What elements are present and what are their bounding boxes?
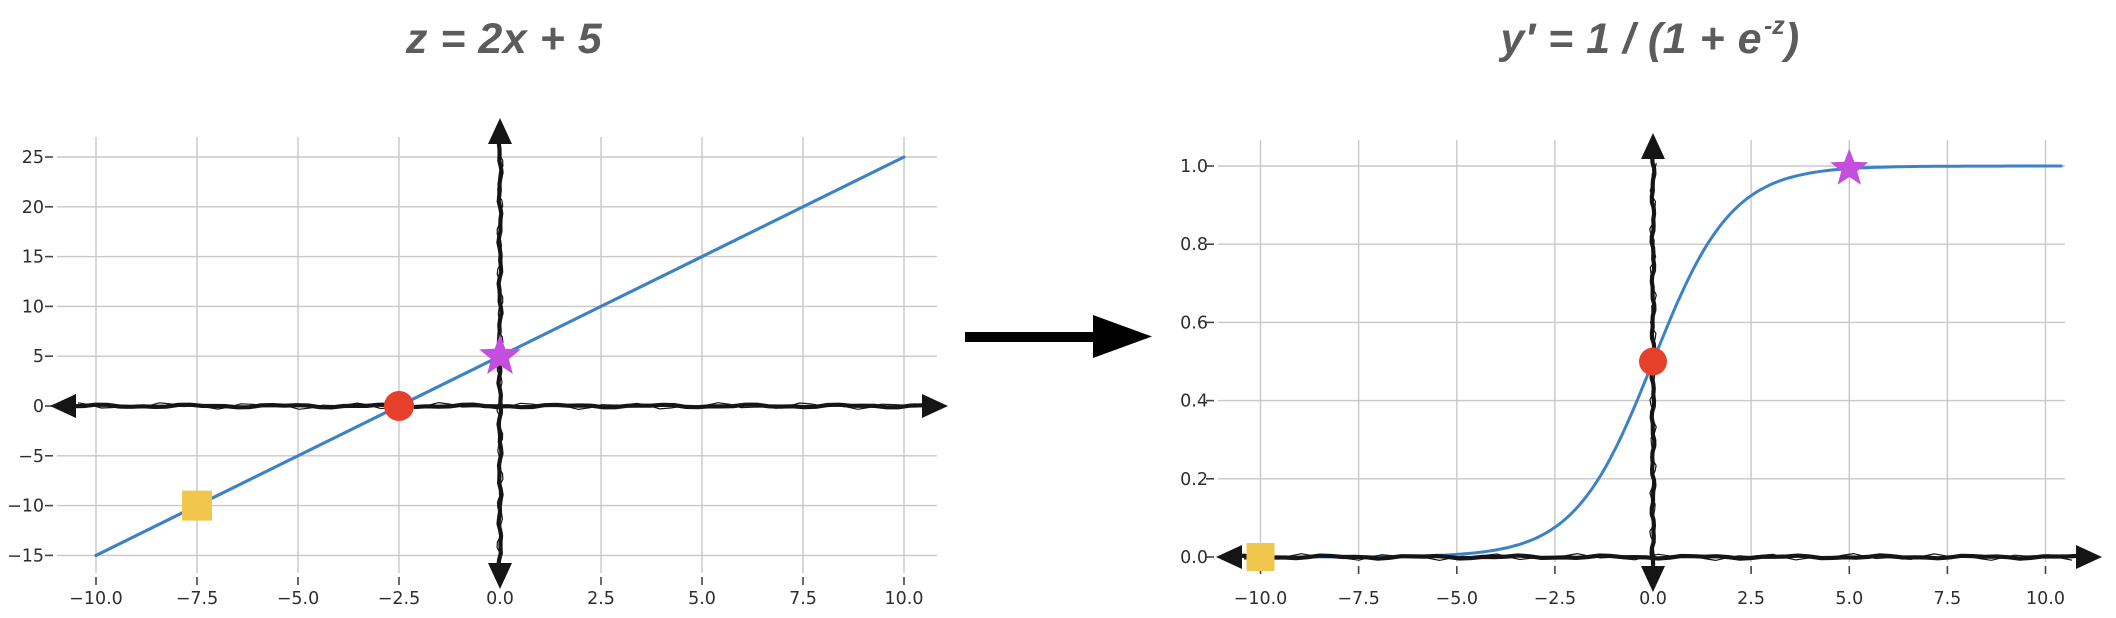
- svg-text:0.0: 0.0: [1180, 548, 1208, 568]
- svg-text:−7.5: −7.5: [176, 589, 219, 609]
- sigmoid-title-text: y′ = 1 / (1 + e: [1500, 15, 1762, 63]
- gridlines: [1218, 140, 2065, 562]
- tick-marks: [1206, 165, 2047, 574]
- svg-text:7.5: 7.5: [1933, 589, 1961, 609]
- y-axis-top-arrowhead: [1641, 133, 1665, 159]
- data-point-markers: [1246, 148, 1869, 571]
- sigmoid-chart-title: y′ = 1 / (1 + e-z): [1184, 12, 2116, 64]
- svg-text:10.0: 10.0: [2026, 589, 2065, 609]
- svg-text:20: 20: [22, 198, 44, 218]
- x-tick-labels: −10.0 −7.5 −5.0 −2.5 0.0 2.5 5.0 7.5 10.0: [69, 589, 923, 609]
- x-axis-right-arrowhead: [2076, 545, 2102, 569]
- svg-text:2.5: 2.5: [1737, 589, 1765, 609]
- y-axis-bottom-arrowhead: [488, 563, 512, 589]
- svg-text:0.6: 0.6: [1180, 313, 1208, 333]
- x-tick-labels: −10.0 −7.5 −5.0 −2.5 0.0 2.5 5.0 7.5 10.0: [1234, 589, 2065, 609]
- linear-title-text: z = 2x + 5: [405, 15, 603, 63]
- sigmoid-title-superscript: -z: [1763, 12, 1785, 40]
- svg-text:−10.0: −10.0: [69, 589, 123, 609]
- linear-chart-title: z = 2x + 5: [0, 12, 1010, 64]
- x-axis-left-arrowhead: [50, 394, 76, 418]
- svg-text:−5: −5: [18, 447, 44, 467]
- x-axis-left-arrowhead: [1216, 545, 1242, 569]
- sigmoid-chart-plot: −10.0 −7.5 −5.0 −2.5 0.0 2.5 5.0 7.5 10.00.00.20…: [1180, 133, 2102, 609]
- svg-text:5: 5: [33, 347, 44, 367]
- svg-text:0.0: 0.0: [486, 589, 514, 609]
- svg-text:−2.5: −2.5: [378, 589, 421, 609]
- svg-text:5.0: 5.0: [1835, 589, 1863, 609]
- svg-text:2.5: 2.5: [587, 589, 615, 609]
- svg-text:−15: −15: [7, 546, 44, 566]
- y-axis-bottom-arrowhead: [1641, 566, 1665, 592]
- sigmoid-title-text-end: ): [1784, 15, 1800, 63]
- marker-square: [182, 490, 212, 521]
- svg-text:25: 25: [22, 148, 44, 168]
- marker-star: [479, 334, 521, 374]
- svg-text:−7.5: −7.5: [1337, 589, 1380, 609]
- y-tick-labels: −15 −10 −5 0 5 10 15 20 25: [7, 148, 44, 566]
- svg-text:0.8: 0.8: [1180, 235, 1208, 255]
- marker-star: [1830, 148, 1869, 185]
- transform-arrow-head: [1093, 315, 1152, 358]
- svg-text:−10.0: −10.0: [1234, 589, 1288, 609]
- svg-text:−10: −10: [7, 497, 44, 517]
- x-axis-line-texture: [1243, 552, 2073, 562]
- transform-arrow-shaft: [965, 332, 1093, 342]
- linear-chart-plot: −10.0 −7.5 −5.0 −2.5 0.0 2.5 5.0 7.5 10.0−15−10−…: [7, 118, 948, 609]
- y-axis-top-arrowhead: [488, 118, 512, 144]
- marker-circle: [384, 391, 414, 421]
- svg-text:10.0: 10.0: [885, 589, 924, 609]
- tick-marks: [45, 156, 905, 585]
- svg-text:0: 0: [33, 397, 44, 417]
- data-point-markers: [182, 334, 521, 521]
- svg-text:−5.0: −5.0: [1436, 589, 1479, 609]
- x-axis-line: [1235, 553, 2081, 561]
- svg-text:7.5: 7.5: [789, 589, 817, 609]
- x-axis-right-arrowhead: [922, 394, 948, 418]
- marker-circle: [1639, 347, 1667, 376]
- y-tick-labels: 0.0 0.2 0.4 0.6 0.8 1.0: [1180, 157, 1208, 568]
- svg-text:−5.0: −5.0: [277, 589, 320, 609]
- svg-text:10: 10: [22, 297, 44, 317]
- svg-text:5.0: 5.0: [688, 589, 716, 609]
- transform-arrow-icon: [965, 315, 1152, 358]
- svg-text:0.0: 0.0: [1639, 589, 1667, 609]
- marker-square: [1246, 543, 1275, 571]
- svg-text:0.4: 0.4: [1180, 392, 1208, 412]
- svg-text:15: 15: [22, 248, 44, 268]
- svg-text:−2.5: −2.5: [1534, 589, 1577, 609]
- svg-text:0.2: 0.2: [1180, 470, 1208, 490]
- svg-text:1.0: 1.0: [1180, 157, 1208, 177]
